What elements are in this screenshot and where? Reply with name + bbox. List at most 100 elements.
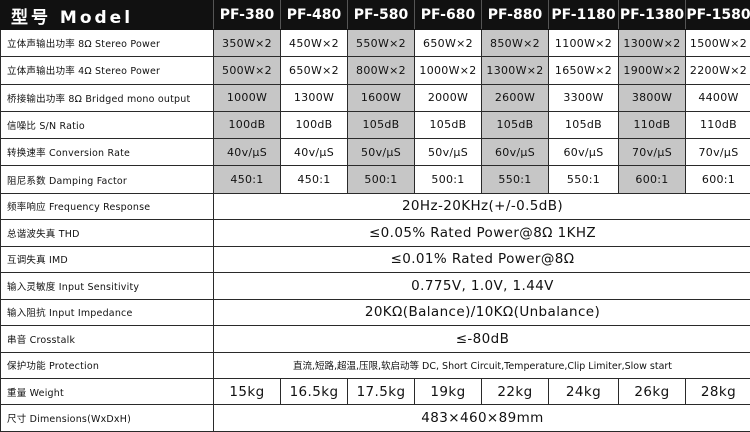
value-cell: 70v/μS xyxy=(618,138,686,167)
value-cell: 60v/μS xyxy=(548,138,619,167)
spanning-value: 直流,短路,超温,压限,软启动等 DC, Short Circuit,Tempe… xyxy=(213,351,750,379)
row-label: 互调失真 IMD xyxy=(0,245,214,274)
table-row: 保护功能 Protection 直流,短路,超温,压限,软启动等 DC, Sho… xyxy=(0,351,750,379)
value-cell: 550:1 xyxy=(481,165,549,194)
value-cell: 550:1 xyxy=(548,165,619,194)
table-row: 互调失真 IMD ≤0.01% Rated Power@8Ω xyxy=(0,245,750,274)
table-row: 输入阻抗 Input Impedance 20KΩ(Balance)/10KΩ(… xyxy=(0,298,750,327)
model-header-cell: PF-1380 xyxy=(618,0,686,30)
row-label: 信噪比 S/N Ratio xyxy=(0,110,214,140)
spanning-value: 0.775V, 1.0V, 1.44V xyxy=(213,272,750,300)
value-cell: 450:1 xyxy=(213,165,281,194)
table-row: 串音 Crosstalk ≤-80dB xyxy=(0,325,750,353)
value-cell: 70v/μS xyxy=(685,138,750,167)
value-cell: 50v/μS xyxy=(347,138,415,167)
value-cell: 24kg xyxy=(548,377,619,406)
value-cell: 1600W xyxy=(347,83,415,112)
value-cell: 500:1 xyxy=(414,165,482,194)
value-cell: 650W×2 xyxy=(280,56,348,85)
value-cell: 2600W xyxy=(481,83,549,112)
value-cell: 2200W×2 xyxy=(685,56,750,85)
spanning-value: ≤0.05% Rated Power@8Ω 1KHZ xyxy=(213,219,750,247)
value-cell: 1900W×2 xyxy=(618,56,686,85)
value-cell: 17.5kg xyxy=(347,377,415,406)
row-label: 阻尼系数 Damping Factor xyxy=(0,165,214,194)
model-header-cell: PF-1580 xyxy=(685,0,750,30)
table-row: 桥接输出功率 8Ω Bridged mono output 1000W 1300… xyxy=(0,83,750,112)
table-row: 尺寸 Dimensions(WxDxH) 483×460×89mm xyxy=(0,404,750,432)
value-cell: 1650W×2 xyxy=(548,56,619,85)
table-row: 频率响应 Frequency Response 20Hz-20KHz(+/-0.… xyxy=(0,192,750,221)
value-cell: 19kg xyxy=(414,377,482,406)
value-cell: 100dB xyxy=(280,110,348,140)
table-body: 立体声输出功率 8Ω Stereo Power 350W×2 450W×2 55… xyxy=(0,28,750,432)
value-cell: 50v/μS xyxy=(414,138,482,167)
model-header-cell: PF-480 xyxy=(280,0,348,30)
value-cell: 40v/μS xyxy=(213,138,281,167)
value-cell: 500:1 xyxy=(347,165,415,194)
value-cell: 450W×2 xyxy=(280,28,348,58)
table-row: 总谐波失真 THD ≤0.05% Rated Power@8Ω 1KHZ xyxy=(0,219,750,247)
value-cell: 500W×2 xyxy=(213,56,281,85)
row-label: 尺寸 Dimensions(WxDxH) xyxy=(0,404,214,432)
row-label: 重量 Weight xyxy=(0,377,214,406)
value-cell: 850W×2 xyxy=(481,28,549,58)
model-header-cell: PF-880 xyxy=(481,0,549,30)
row-label: 总谐波失真 THD xyxy=(0,219,214,247)
value-cell: 350W×2 xyxy=(213,28,281,58)
table-row: 信噪比 S/N Ratio 100dB 100dB 105dB 105dB 10… xyxy=(0,110,750,140)
row-label: 保护功能 Protection xyxy=(0,351,214,379)
value-cell: 1500W×2 xyxy=(685,28,750,58)
table-row: 输入灵敏度 Input Sensitivity 0.775V, 1.0V, 1.… xyxy=(0,272,750,300)
value-cell: 60v/μS xyxy=(481,138,549,167)
model-header-cell: PF-1180 xyxy=(548,0,619,30)
value-cell: 600:1 xyxy=(685,165,750,194)
value-cell: 1300W xyxy=(280,83,348,112)
row-label: 输入灵敏度 Input Sensitivity xyxy=(0,272,214,300)
table-row: 立体声输出功率 8Ω Stereo Power 350W×2 450W×2 55… xyxy=(0,28,750,58)
value-cell: 110dB xyxy=(685,110,750,140)
spanning-value: ≤-80dB xyxy=(213,325,750,353)
value-cell: 1300W×2 xyxy=(618,28,686,58)
value-cell: 3800W xyxy=(618,83,686,112)
value-cell: 4400W xyxy=(685,83,750,112)
row-label: 串音 Crosstalk xyxy=(0,325,214,353)
value-cell: 800W×2 xyxy=(347,56,415,85)
spanning-value: 483×460×89mm xyxy=(213,404,750,432)
value-cell: 22kg xyxy=(481,377,549,406)
value-cell: 15kg xyxy=(213,377,281,406)
row-label: 输入阻抗 Input Impedance xyxy=(0,298,214,327)
value-cell: 110dB xyxy=(618,110,686,140)
row-label: 桥接输出功率 8Ω Bridged mono output xyxy=(0,83,214,112)
row-label: 频率响应 Frequency Response xyxy=(0,192,214,221)
value-cell: 600:1 xyxy=(618,165,686,194)
value-cell: 105dB xyxy=(481,110,549,140)
value-cell: 40v/μS xyxy=(280,138,348,167)
row-label: 转换速率 Conversion Rate xyxy=(0,138,214,167)
spanning-value: ≤0.01% Rated Power@8Ω xyxy=(213,245,750,274)
row-label: 立体声输出功率 8Ω Stereo Power xyxy=(0,28,214,58)
model-header-cell: PF-380 xyxy=(213,0,281,30)
table-row: 转换速率 Conversion Rate 40v/μS 40v/μS 50v/μ… xyxy=(0,138,750,167)
table-row: 立体声输出功率 4Ω Stereo Power 500W×2 650W×2 80… xyxy=(0,56,750,85)
value-cell: 1100W×2 xyxy=(548,28,619,58)
value-cell: 105dB xyxy=(548,110,619,140)
value-cell: 16.5kg xyxy=(280,377,348,406)
value-cell: 450:1 xyxy=(280,165,348,194)
value-cell: 650W×2 xyxy=(414,28,482,58)
value-cell: 28kg xyxy=(685,377,750,406)
value-cell: 105dB xyxy=(347,110,415,140)
row-label: 立体声输出功率 4Ω Stereo Power xyxy=(0,56,214,85)
value-cell: 550W×2 xyxy=(347,28,415,58)
value-cell: 1300W×2 xyxy=(481,56,549,85)
value-cell: 1000W×2 xyxy=(414,56,482,85)
value-cell: 26kg xyxy=(618,377,686,406)
table-header: 型号 Model PF-380 PF-480 PF-580 PF-680 PF-… xyxy=(0,0,750,30)
value-cell: 2000W xyxy=(414,83,482,112)
model-title: 型号 Model xyxy=(0,0,214,30)
value-cell: 100dB xyxy=(213,110,281,140)
spanning-value: 20Hz-20KHz(+/-0.5dB) xyxy=(213,192,750,221)
model-header-cell: PF-680 xyxy=(414,0,482,30)
model-header-cell: PF-580 xyxy=(347,0,415,30)
